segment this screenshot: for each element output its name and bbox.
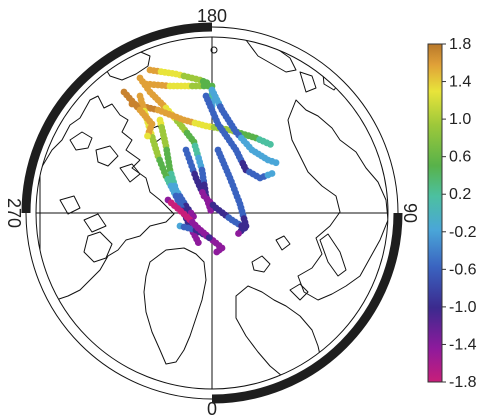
track-point (203, 79, 211, 87)
colorbar (427, 43, 443, 383)
colorbar-tick-label: -1.8 (449, 374, 477, 391)
label-90: 90 (400, 203, 420, 223)
colorbar-tick-label: -0.6 (449, 261, 477, 278)
track-point (213, 248, 221, 256)
track-point (235, 230, 242, 237)
colorbar-tick-label: -1.4 (449, 336, 477, 353)
track-point (267, 141, 274, 148)
colorbar-tick-label: 0.6 (449, 149, 471, 166)
track-point (268, 170, 276, 177)
north-marker (210, 46, 218, 54)
colorbar-tick-label: 1.0 (449, 111, 471, 128)
data-tracks (120, 66, 280, 256)
label-180: 180 (197, 6, 227, 26)
track-point (144, 132, 151, 140)
colorbar-tick-label: 0.2 (449, 186, 471, 203)
frame-segment-bottom-right (211, 212, 403, 404)
colorbar-tick-label: -1.0 (449, 299, 477, 316)
label-0: 0 (207, 399, 217, 418)
track-point (272, 159, 280, 167)
track-point (194, 239, 202, 247)
colorbar-ticks: 1.8 1.4 1.0 0.6 0.2 -0.2 -0.6 -1.0 -1.4 -1.8 (442, 36, 477, 391)
colorbar-tick-label: -0.2 (449, 224, 477, 241)
coastlines (39, 39, 388, 389)
colorbar-tick-label: 1.8 (449, 36, 471, 53)
frame-segment-top-left (21, 22, 213, 214)
map-inner-border (35, 36, 389, 390)
label-270: 270 (4, 198, 24, 228)
colorbar-tick-label: 1.4 (449, 74, 471, 91)
track-point (207, 207, 215, 214)
track-point (205, 234, 213, 242)
